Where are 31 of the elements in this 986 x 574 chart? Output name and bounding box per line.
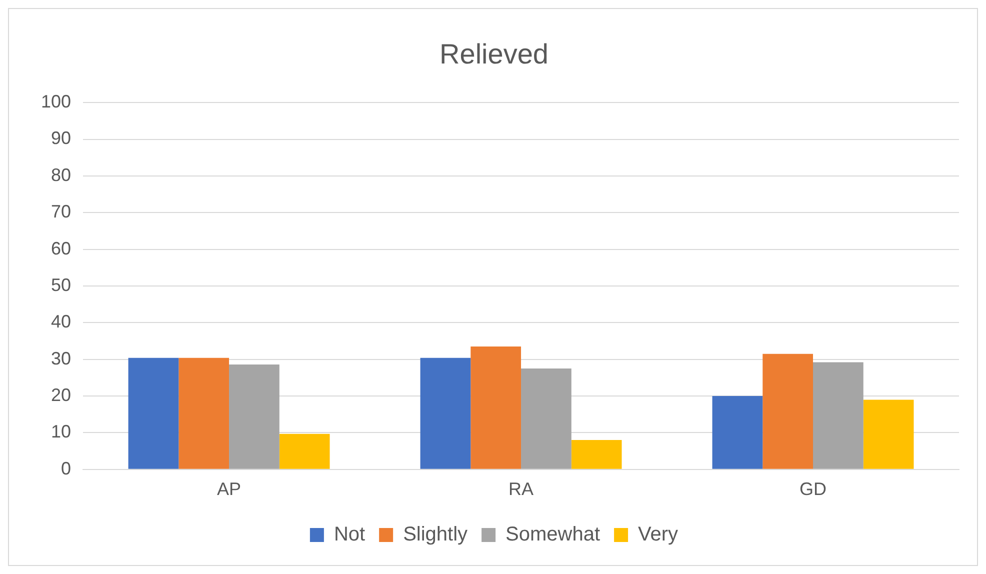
x-tick-label: GD: [800, 479, 827, 500]
bar: [128, 358, 179, 469]
bar: [178, 358, 230, 469]
bar: [229, 364, 280, 469]
bar: [813, 362, 864, 469]
y-tick-label: 60: [51, 238, 72, 258]
y-tick-label: 80: [51, 164, 72, 185]
legend-label: Very: [638, 524, 678, 546]
y-tick-label: 50: [51, 274, 72, 295]
bar: [470, 346, 522, 469]
bar: [279, 434, 330, 469]
y-tick-label: 100: [40, 92, 72, 112]
x-tick-label: AP: [217, 479, 242, 500]
y-tick-label: 30: [51, 348, 72, 368]
bar: [762, 354, 814, 469]
bar: [420, 358, 471, 469]
y-tick-label: 10: [51, 422, 72, 442]
y-tick-label: 70: [51, 202, 72, 222]
bar: [863, 400, 914, 469]
legend-label: Somewhat: [506, 524, 600, 546]
legend-label: Slightly: [403, 524, 468, 546]
legend-label: Not: [334, 524, 366, 546]
y-tick-label: 90: [51, 128, 72, 148]
chart-title: Relieved: [440, 38, 548, 70]
bar: [521, 368, 572, 469]
x-tick-label: RA: [508, 479, 534, 500]
bar: [571, 440, 622, 469]
bar: [712, 396, 763, 469]
y-tick-label: 40: [51, 312, 72, 332]
y-tick-label: 0: [61, 458, 72, 478]
y-tick-label: 20: [51, 385, 72, 406]
